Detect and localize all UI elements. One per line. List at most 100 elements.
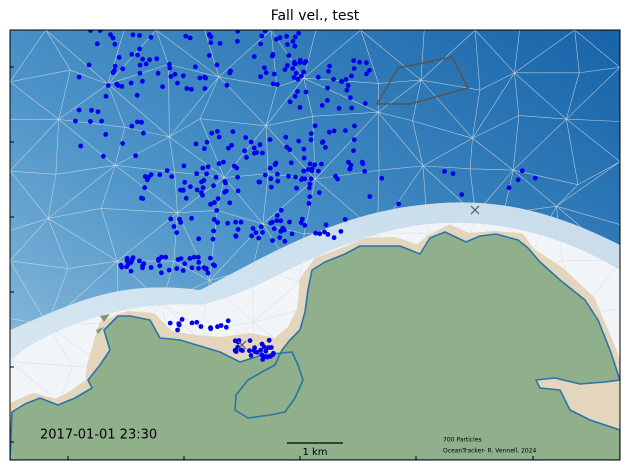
particle — [396, 201, 402, 207]
particle — [235, 227, 241, 232]
particle — [208, 40, 214, 46]
particle — [204, 171, 210, 177]
particle — [247, 338, 253, 343]
particle — [86, 62, 92, 68]
particle — [338, 229, 344, 234]
particle — [296, 30, 302, 36]
particle — [295, 89, 300, 94]
particle — [197, 75, 203, 81]
particle — [359, 159, 365, 165]
particle — [250, 226, 256, 231]
particle — [212, 263, 218, 269]
particle — [230, 129, 236, 135]
particle — [308, 137, 314, 143]
particle — [175, 80, 180, 86]
particle — [205, 270, 211, 276]
particle — [307, 194, 313, 200]
particle — [506, 185, 512, 191]
particle — [94, 41, 100, 47]
particle — [196, 236, 202, 242]
particle — [174, 230, 180, 236]
particle — [200, 165, 206, 171]
particle — [307, 181, 313, 187]
particle — [201, 265, 207, 271]
particle — [290, 39, 296, 44]
particle — [139, 119, 144, 125]
particle — [141, 130, 146, 136]
particle — [282, 67, 288, 72]
particle — [262, 172, 268, 178]
particle — [260, 357, 266, 362]
particle — [292, 61, 298, 67]
particle — [189, 265, 195, 271]
particle — [120, 141, 125, 146]
particle — [248, 353, 254, 358]
particle — [233, 219, 239, 225]
particle — [180, 73, 186, 79]
particle — [295, 76, 301, 82]
particle — [291, 75, 297, 80]
particle — [76, 74, 82, 80]
particle — [301, 146, 307, 152]
particle — [326, 68, 331, 74]
particle — [287, 99, 293, 105]
particle — [297, 60, 303, 65]
particle — [285, 63, 290, 68]
particle — [442, 169, 447, 174]
particle — [287, 219, 292, 225]
particle — [227, 70, 233, 76]
particle — [367, 67, 372, 73]
particle — [177, 216, 182, 222]
particle — [285, 42, 290, 47]
particle — [137, 33, 143, 38]
particle — [325, 85, 330, 91]
particle — [103, 132, 109, 137]
particle — [235, 30, 241, 34]
particle — [268, 176, 274, 182]
particle — [135, 119, 140, 125]
particle — [345, 83, 351, 88]
particle — [235, 38, 240, 44]
particle — [253, 349, 258, 355]
particle — [283, 134, 289, 140]
particle — [183, 195, 189, 201]
particle — [134, 92, 140, 98]
particle — [142, 185, 148, 191]
particle — [218, 323, 224, 328]
particle — [284, 33, 289, 39]
release-point — [237, 205, 480, 350]
particle — [269, 184, 274, 190]
particle — [268, 345, 274, 350]
particle — [277, 35, 283, 41]
particle — [262, 30, 268, 34]
particle — [308, 176, 314, 182]
particle — [271, 71, 277, 77]
particle — [214, 62, 220, 68]
particle — [270, 238, 275, 244]
particle — [140, 265, 145, 271]
particle — [238, 219, 244, 225]
particle — [167, 61, 172, 67]
particle — [88, 30, 93, 33]
particle — [159, 270, 164, 276]
particle — [342, 217, 348, 222]
particle — [303, 89, 309, 95]
particle — [243, 135, 249, 140]
plot-area — [10, 30, 620, 460]
particle — [200, 185, 206, 191]
particle — [179, 317, 185, 322]
particle — [108, 32, 113, 38]
particle — [189, 215, 195, 221]
particle — [292, 34, 298, 40]
particle — [244, 155, 249, 160]
particle — [133, 153, 139, 159]
particle — [110, 70, 116, 75]
particle — [148, 34, 154, 40]
particle — [182, 179, 188, 185]
particle — [325, 232, 331, 237]
particle — [249, 233, 255, 239]
particle — [288, 160, 294, 166]
particle — [103, 93, 109, 99]
particle — [143, 61, 149, 67]
